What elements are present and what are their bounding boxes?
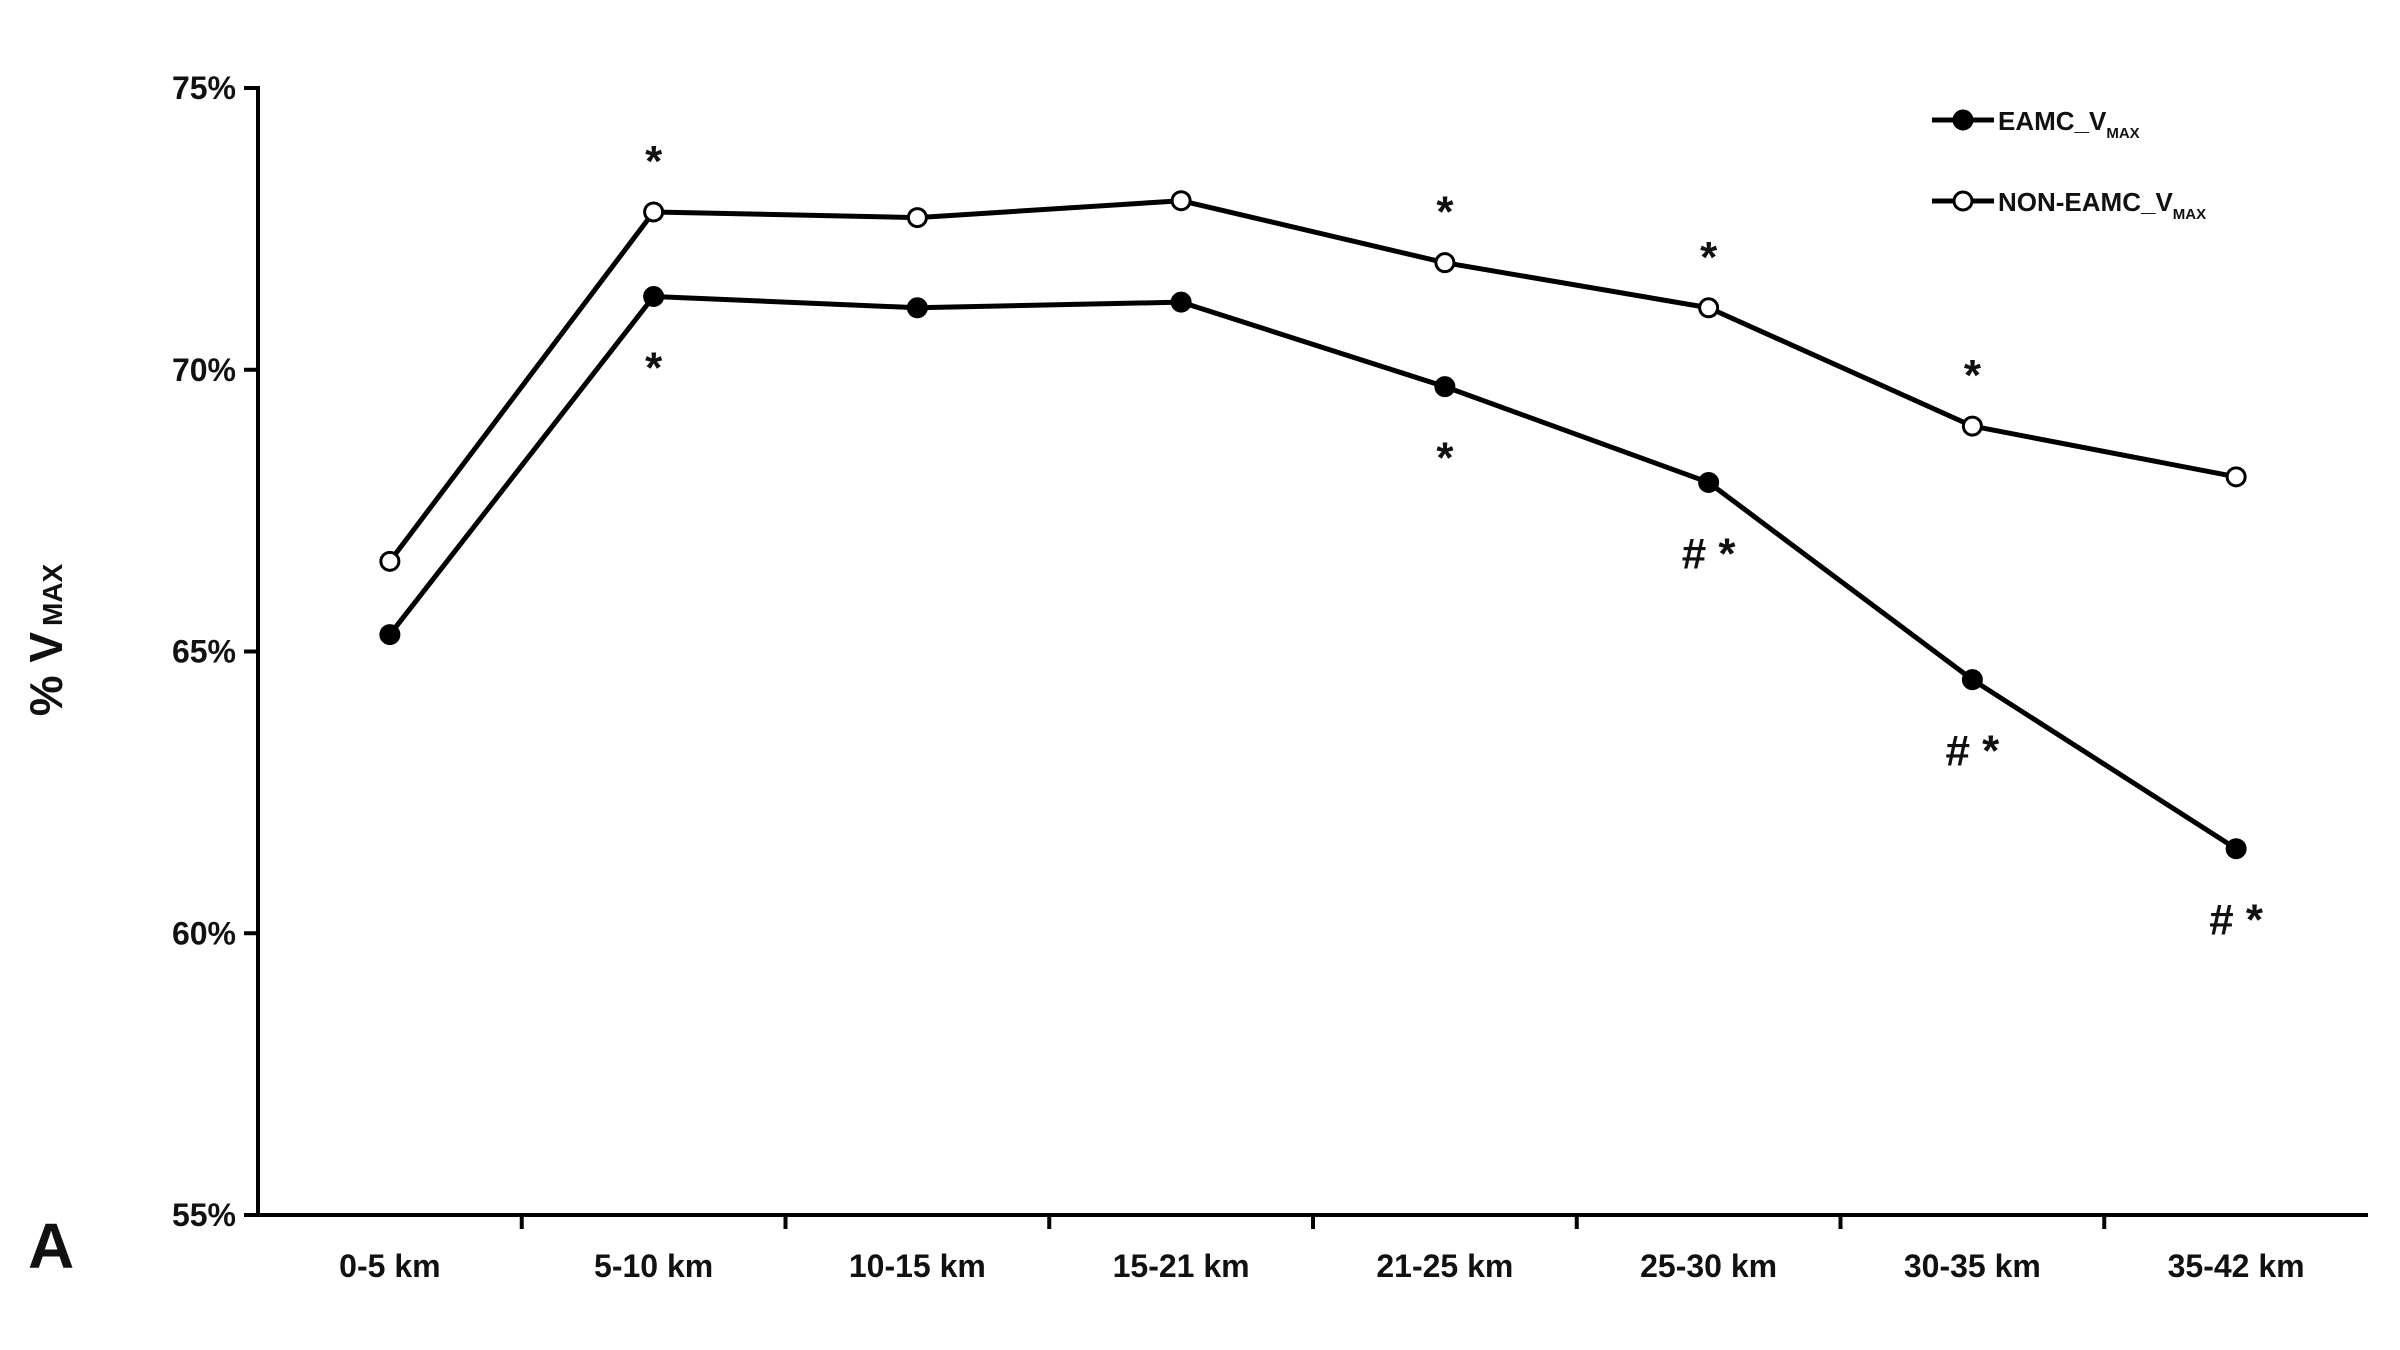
legend-item-eamc: EAMC_VMAX (1932, 106, 2140, 142)
legend-marker-eamc (1952, 109, 1974, 131)
x-tick-label: 30-35 km (1904, 1248, 2041, 1284)
legend-label-eamc: EAMC_VMAX (1998, 106, 2140, 142)
significance-mark-non_eamc: * (1436, 188, 1454, 237)
axes (256, 86, 2368, 1217)
data-point-eamc (643, 285, 665, 307)
significance-mark-non_eamc: * (1700, 233, 1718, 282)
significance-mark-eamc: # * (2209, 896, 2264, 945)
significance-mark-eamc: # * (1682, 529, 1737, 578)
data-point-eamc (1698, 471, 1720, 493)
y-tick-label: 65% (172, 634, 236, 670)
y-tick-label: 70% (172, 352, 236, 388)
significance-mark-eamc: * (645, 343, 663, 392)
x-tick-label: 35-42 km (2168, 1248, 2305, 1284)
significance-mark-eamc: * (1436, 434, 1454, 483)
x-tick-label: 21-25 km (1376, 1248, 1513, 1284)
x-tick-label: 25-30 km (1640, 1248, 1777, 1284)
data-point-eamc (1961, 669, 1983, 691)
x-tick-label: 10-15 km (849, 1248, 986, 1284)
significance-annotations: * * # * # * # * * * * * (645, 137, 2264, 945)
x-axis-ticks: 0-5 km 5-10 km 10-15 km 15-21 km 21-25 km 25-… (339, 1215, 2305, 1284)
series-eamc (379, 285, 2247, 860)
y-tick-label: 60% (172, 915, 236, 951)
significance-mark-eamc: # * (1945, 727, 2000, 776)
data-point-non_eamc (1170, 190, 1192, 212)
data-point-eamc (1170, 291, 1192, 313)
series-line-eamc (387, 293, 2238, 851)
y-tick-label: 55% (172, 1197, 236, 1233)
legend-label-non-eamc: NON-EAMC_VMAX (1998, 187, 2206, 223)
data-point-non_eamc (1961, 415, 1983, 437)
data-point-non_eamc (643, 201, 665, 223)
panel-label: A (28, 1210, 74, 1282)
x-tick-label: 0-5 km (339, 1248, 440, 1284)
y-axis-ticks: 55% 60% 65% 70% 75% (172, 70, 258, 1233)
data-point-eamc (2225, 838, 2247, 860)
legend-item-non-eamc: NON-EAMC_VMAX (1932, 187, 2206, 223)
series-line-non_eamc (387, 198, 2237, 563)
series-non_eamc (379, 190, 2247, 572)
significance-mark-non_eamc: * (645, 137, 663, 186)
data-point-eamc (906, 297, 928, 319)
data-point-non_eamc (1698, 297, 1720, 319)
y-tick-label: 75% (172, 70, 236, 106)
series-layer (379, 190, 2247, 860)
significance-mark-non_eamc: * (1964, 351, 1982, 400)
data-point-non_eamc (2225, 466, 2247, 488)
x-tick-label: 15-21 km (1113, 1248, 1250, 1284)
legend: EAMC_VMAX NON-EAMC_VMAX (1932, 106, 2206, 223)
legend-marker-non-eamc (1952, 190, 1974, 212)
data-point-non_eamc (379, 550, 401, 572)
data-point-non_eamc (906, 207, 928, 229)
data-point-eamc (379, 624, 401, 646)
y-axis-label: % VMAX (20, 563, 72, 716)
data-point-non_eamc (1434, 252, 1456, 274)
x-tick-label: 5-10 km (594, 1248, 713, 1284)
data-point-eamc (1434, 376, 1456, 398)
